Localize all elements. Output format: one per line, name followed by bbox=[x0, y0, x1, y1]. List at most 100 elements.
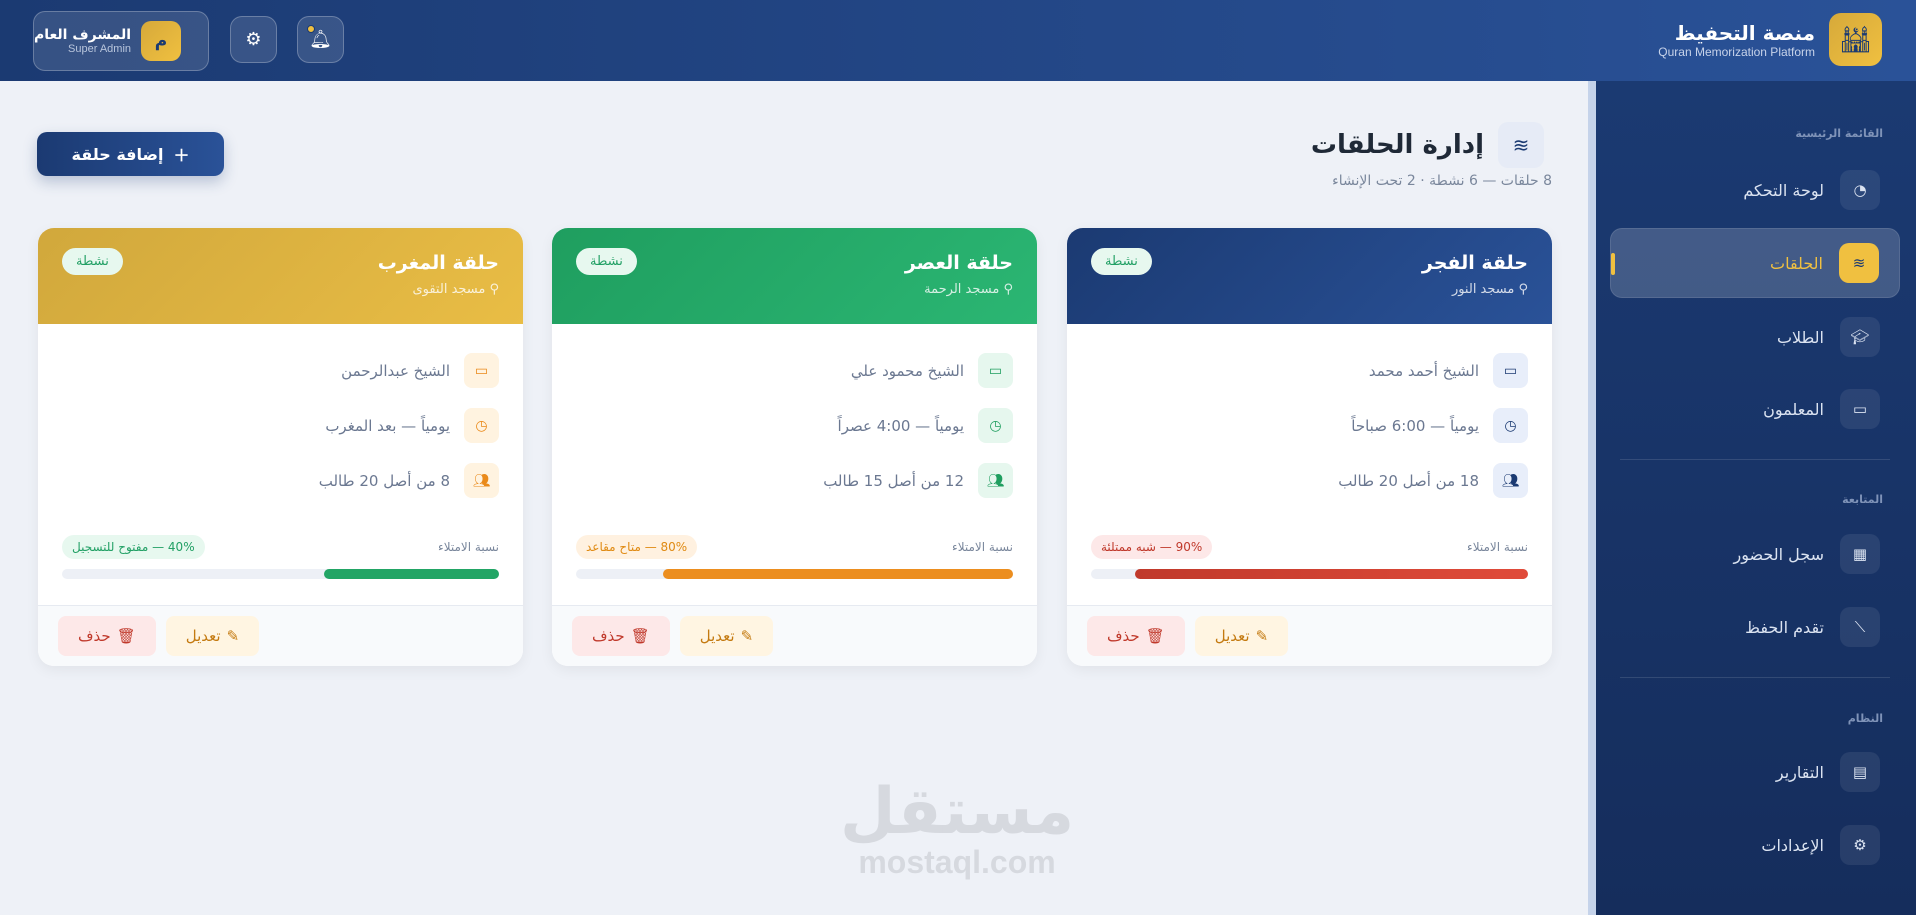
trash-icon: 🗑︎ bbox=[116, 627, 136, 645]
schedule-row: ◷ يومياً — بعد المغرب bbox=[62, 403, 499, 448]
edit-button[interactable]: ✎ تعديل bbox=[1194, 616, 1289, 656]
delete-button[interactable]: 🗑︎ حذف bbox=[572, 616, 670, 656]
users-icon: 👥︎ bbox=[978, 463, 1013, 498]
sidebar-item-label: تقدم الحفظ bbox=[1745, 617, 1824, 637]
schedule: يومياً — بعد المغرب bbox=[325, 416, 450, 435]
sidebar-item-label: الطلاب bbox=[1776, 327, 1824, 347]
fill-badge: 40% — مفتوح للتسجيل bbox=[62, 535, 205, 559]
page-subtitle: 8 حلقات — 6 نشطة · 2 تحت الإنشاء bbox=[1332, 173, 1552, 189]
delete-label: حذف bbox=[1107, 627, 1140, 645]
teacher-name: الشيخ محمود علي bbox=[850, 361, 964, 380]
page-title: إدارة الحلقات bbox=[1310, 130, 1484, 160]
gear-icon: ⚙ bbox=[245, 29, 262, 50]
edit-button[interactable]: ✎ تعديل bbox=[679, 616, 774, 656]
edit-label: تعديل bbox=[699, 627, 735, 645]
sidebar: القائمة الرئيسية ◔ لوحة التحكم ≋ الحلقات 🎓… bbox=[1595, 81, 1916, 915]
status-badge: نشطة bbox=[62, 248, 123, 275]
chart-line-icon: ⟋ bbox=[1840, 607, 1880, 647]
mosque-location: ⚲ مسجد التقوى bbox=[62, 282, 499, 297]
students-count: 18 من أصل 20 طالب bbox=[1338, 471, 1479, 490]
notification-dot bbox=[307, 25, 315, 33]
fill-progress bbox=[324, 569, 499, 579]
students-row: 👥︎ 8 من أصل 20 طالب bbox=[62, 458, 499, 503]
card-footer: 🗑︎ حذف ✎ تعديل bbox=[552, 605, 1037, 666]
page-header: ≋ إدارة الحلقات bbox=[1311, 122, 1544, 168]
notifications-button[interactable]: 🔔︎ bbox=[297, 16, 344, 63]
layers-icon: ≋ bbox=[1498, 122, 1544, 168]
chart-pie-icon: ◔ bbox=[1840, 170, 1880, 210]
fill-badge: 90% — شبه ممتلئة bbox=[1091, 535, 1213, 559]
fill-progress bbox=[1134, 569, 1528, 579]
card-header: حلقة العصر ⚲ مسجد الرحمة نشطة bbox=[552, 228, 1037, 324]
map-pin-icon: ⚲ bbox=[485, 282, 499, 297]
bell-icon: 🔔︎ bbox=[309, 29, 332, 50]
sidebar-item-teachers[interactable]: ▭ المعلمون bbox=[1610, 374, 1900, 444]
sidebar-item-reports[interactable]: ▤ التقارير bbox=[1610, 737, 1900, 807]
students-count: 8 من أصل 20 طالب bbox=[318, 471, 450, 490]
delete-label: حذف bbox=[592, 627, 625, 645]
users-icon: 👥︎ bbox=[1493, 463, 1528, 498]
user-menu[interactable]: م المشرف العام Super Admin bbox=[33, 11, 209, 71]
mosque-name: مسجد النور bbox=[1451, 282, 1515, 297]
add-circle-label: إضافة حلقة bbox=[71, 144, 164, 164]
calendar-check-icon: ▦ bbox=[1840, 534, 1880, 574]
pencil-icon: ✎ bbox=[1255, 627, 1269, 645]
sidebar-item-label: الإعدادات bbox=[1761, 835, 1824, 855]
schedule-row: ◷ يومياً — 6:00 صباحاً bbox=[1091, 403, 1528, 448]
plus-icon: ＋ bbox=[173, 146, 190, 165]
user-name: المشرف العام bbox=[34, 27, 132, 43]
sidebar-item-attendance[interactable]: ▦ سجل الحضور bbox=[1610, 519, 1900, 589]
circle-name: حلقة العصر bbox=[904, 252, 1013, 274]
circle-card: حلقة الفجر ⚲ مسجد النور نشطة ▭ الشيخ أحمد… bbox=[1067, 228, 1552, 666]
schedule: يومياً — 6:00 صباحاً bbox=[1351, 416, 1479, 435]
sidebar-item-progress[interactable]: ⟋ تقدم الحفظ bbox=[1610, 592, 1900, 662]
watermark-latin: mostaql.com bbox=[858, 844, 1056, 880]
sidebar-item-settings[interactable]: ⚙ الإعدادات bbox=[1610, 810, 1900, 880]
section-label-system: النظام bbox=[1847, 712, 1883, 725]
fill-label: نسبة الامتلاء bbox=[952, 540, 1013, 554]
watermark: مستقل mostaql.com bbox=[840, 780, 1074, 881]
section-label-tracking: المتابعة bbox=[1842, 493, 1883, 506]
teacher-icon: ▭ bbox=[464, 353, 499, 388]
students-count: 12 من أصل 15 طالب bbox=[823, 471, 964, 490]
file-icon: ▤ bbox=[1840, 752, 1880, 792]
teacher-icon: ▭ bbox=[1493, 353, 1528, 388]
teacher-row: ▭ الشيخ عبدالرحمن bbox=[62, 348, 499, 393]
delete-button[interactable]: 🗑︎ حذف bbox=[58, 616, 156, 656]
card-footer: 🗑︎ حذف ✎ تعديل bbox=[1067, 605, 1552, 666]
circle-card: حلقة العصر ⚲ مسجد الرحمة نشطة ▭ الشيخ محم… bbox=[552, 228, 1037, 666]
add-circle-button[interactable]: ＋ إضافة حلقة bbox=[37, 132, 224, 176]
mosque-icon: 🕌︎ bbox=[1829, 13, 1882, 66]
teacher-row: ▭ الشيخ أحمد محمد bbox=[1091, 348, 1528, 393]
teacher-name: الشيخ عبدالرحمن bbox=[341, 361, 450, 380]
edit-button[interactable]: ✎ تعديل bbox=[165, 616, 260, 656]
gear-icon: ⚙ bbox=[1840, 825, 1880, 865]
edit-label: تعديل bbox=[185, 627, 221, 645]
sidebar-item-label: الحلقات bbox=[1770, 253, 1823, 273]
circle-name: حلقة الفجر bbox=[1421, 252, 1528, 274]
fill-label: نسبة الامتلاء bbox=[438, 540, 499, 554]
circle-card: حلقة المغرب ⚲ مسجد التقوى نشطة ▭ الشيخ عب… bbox=[38, 228, 523, 666]
graduate-icon: 🎓︎ bbox=[1840, 317, 1880, 357]
scrollbar[interactable] bbox=[1588, 81, 1596, 915]
clock-icon: ◷ bbox=[978, 408, 1013, 443]
sidebar-item-circles[interactable]: ≋ الحلقات bbox=[1610, 228, 1900, 298]
card-footer: 🗑︎ حذف ✎ تعديل bbox=[38, 605, 523, 666]
settings-button[interactable]: ⚙ bbox=[230, 16, 277, 63]
sidebar-item-dashboard[interactable]: ◔ لوحة التحكم bbox=[1610, 155, 1900, 225]
schedule: يومياً — 4:00 عصراً bbox=[837, 416, 964, 435]
pencil-icon: ✎ bbox=[226, 627, 240, 645]
fill-badge: 80% — متاح مقاعد bbox=[576, 535, 698, 559]
status-badge: نشطة bbox=[576, 248, 637, 275]
students-row: 👥︎ 12 من أصل 15 طالب bbox=[576, 458, 1013, 503]
mosque-location: ⚲ مسجد النور bbox=[1091, 282, 1528, 297]
divider bbox=[1620, 677, 1890, 678]
map-pin-icon: ⚲ bbox=[1514, 282, 1528, 297]
users-icon: 👥︎ bbox=[464, 463, 499, 498]
delete-button[interactable]: 🗑︎ حذف bbox=[1087, 616, 1185, 656]
card-header: حلقة المغرب ⚲ مسجد التقوى نشطة bbox=[38, 228, 523, 324]
sidebar-item-students[interactable]: 🎓︎ الطلاب bbox=[1610, 302, 1900, 372]
teacher-icon: ▭ bbox=[978, 353, 1013, 388]
teacher-row: ▭ الشيخ محمود علي bbox=[576, 348, 1013, 393]
map-pin-icon: ⚲ bbox=[999, 282, 1013, 297]
